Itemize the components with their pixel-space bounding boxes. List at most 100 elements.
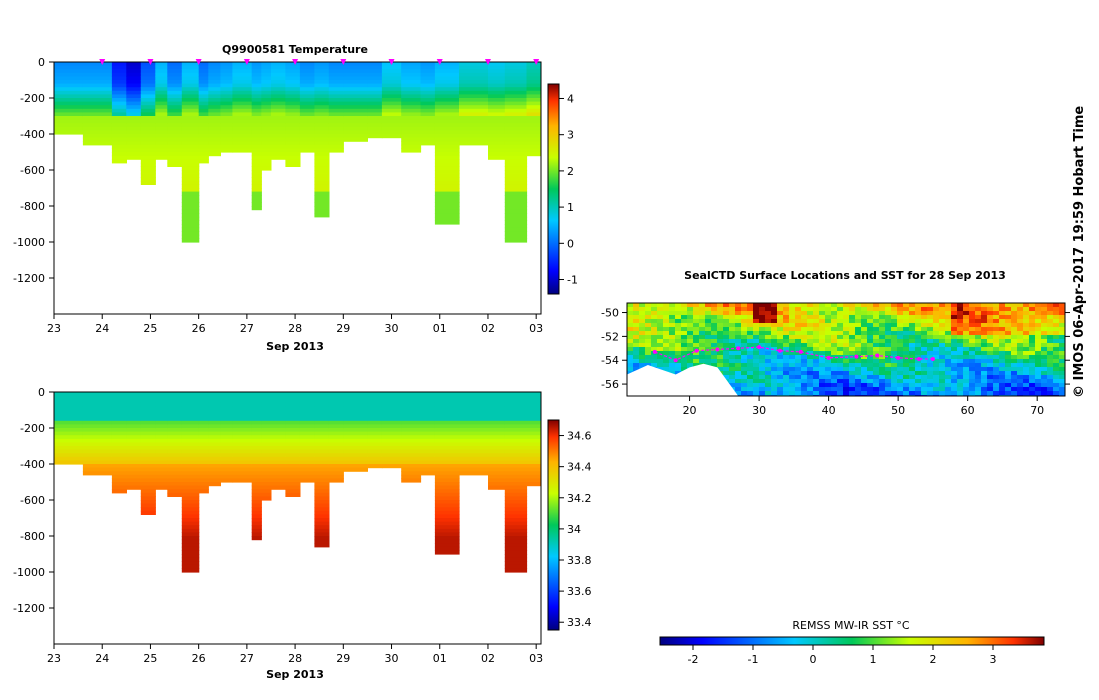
sst-cell: [759, 303, 766, 308]
sst-cell: [759, 379, 766, 384]
profile-cell: [343, 134, 368, 139]
profile-cell: [251, 395, 262, 400]
sst-cell: [801, 379, 808, 384]
temperature-cells: [54, 62, 541, 243]
profile-cell: [314, 514, 330, 519]
profile-cell: [251, 148, 262, 153]
sst-cell: [981, 367, 988, 372]
sst-cell: [1005, 355, 1012, 360]
sst-cell: [735, 319, 742, 324]
profile-cell: [140, 170, 156, 175]
profile-cell: [504, 456, 528, 461]
profile-cell: [367, 94, 383, 99]
profile-cell: [434, 195, 460, 200]
profile-cell: [459, 467, 489, 472]
sst-cell: [867, 323, 874, 328]
profile-cell: [314, 410, 330, 415]
profile-cell: [271, 420, 287, 425]
sst-cell: [939, 339, 946, 344]
sst-cell: [759, 323, 766, 328]
sst-cell: [1041, 367, 1048, 372]
sst-cell: [663, 343, 670, 348]
sst-cell: [891, 311, 898, 316]
sst-cell: [645, 315, 652, 320]
profile-cell: [220, 467, 234, 472]
profile-cell: [401, 410, 422, 415]
sst-cell: [879, 311, 886, 316]
sst-cell: [819, 391, 826, 396]
sst-cell: [987, 391, 994, 396]
profile-cell: [420, 424, 436, 429]
sst-cell: [1041, 343, 1048, 348]
sst-cell: [891, 331, 898, 336]
sst-colorbar-tick-label: 1: [870, 653, 877, 666]
sst-cell: [831, 331, 838, 336]
profile-cell: [251, 80, 262, 85]
profile-cell: [198, 90, 209, 95]
profile-cell: [111, 413, 127, 418]
sst-cell: [747, 359, 754, 364]
sst-cell: [921, 367, 928, 372]
profile-cell: [111, 94, 127, 99]
sst-cell: [897, 375, 904, 380]
sst-cell: [945, 343, 952, 348]
sst-cell: [747, 303, 754, 308]
sst-cell: [813, 331, 820, 336]
profile-cell: [434, 155, 460, 160]
profile-cell: [251, 467, 262, 472]
x-tick-label: 28: [288, 322, 302, 335]
sst-cell: [699, 347, 706, 352]
profile-cell: [271, 80, 287, 85]
sst-cell: [1029, 319, 1036, 324]
profile-cell: [299, 420, 315, 425]
sst-cell: [669, 371, 676, 376]
profile-cell: [271, 417, 287, 422]
profile-cell: [155, 148, 168, 153]
sst-cell: [837, 363, 844, 368]
profile-cell: [504, 227, 528, 232]
profile-cell: [181, 550, 200, 555]
profile-cell: [314, 536, 330, 541]
sst-cell: [897, 391, 904, 396]
profile-cell: [181, 144, 200, 149]
profile-cell: [140, 438, 156, 443]
sst-cell: [1041, 387, 1048, 392]
sst-cell: [897, 315, 904, 320]
sst-cell: [879, 315, 886, 320]
sst-cell: [633, 339, 640, 344]
profile-cell: [401, 123, 422, 128]
profile-cell: [261, 453, 272, 458]
profile-cell: [459, 420, 489, 425]
sst-cell: [819, 343, 826, 348]
sst-cell: [891, 303, 898, 308]
profile-cell: [140, 464, 156, 469]
profile-cell: [140, 87, 156, 92]
sst-cell: [921, 315, 928, 320]
profile-cell: [155, 80, 168, 85]
sst-cell: [699, 311, 706, 316]
sst-cell: [699, 323, 706, 328]
profile-cell: [504, 474, 528, 479]
sst-cell: [849, 347, 856, 352]
profile-cell: [220, 101, 234, 106]
profile-cell: [167, 492, 183, 497]
profile-cell: [181, 159, 200, 164]
profile-cell: [401, 431, 422, 436]
sst-cell: [639, 347, 646, 352]
sst-cell: [999, 339, 1006, 344]
sst-cell: [939, 343, 946, 348]
sst-cell: [867, 375, 874, 380]
sst-cell: [1059, 327, 1065, 332]
profile-cell: [261, 449, 272, 454]
profile-cell: [181, 500, 200, 505]
sst-cell: [669, 343, 676, 348]
sst-cell: [915, 315, 922, 320]
profile-cell: [140, 134, 156, 139]
profile-cell: [328, 141, 344, 146]
sst-cell: [897, 367, 904, 372]
profile-cell: [261, 460, 272, 465]
sst-cell: [957, 311, 964, 316]
profile-cell: [401, 105, 422, 110]
profile-cell: [251, 170, 262, 175]
sst-cell: [987, 383, 994, 388]
